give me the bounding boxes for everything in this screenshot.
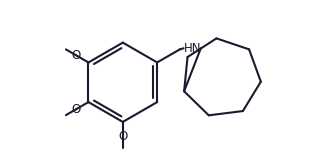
Text: O: O — [118, 130, 128, 143]
Text: HN: HN — [183, 42, 201, 55]
Text: O: O — [71, 49, 81, 62]
Text: O: O — [71, 103, 81, 116]
